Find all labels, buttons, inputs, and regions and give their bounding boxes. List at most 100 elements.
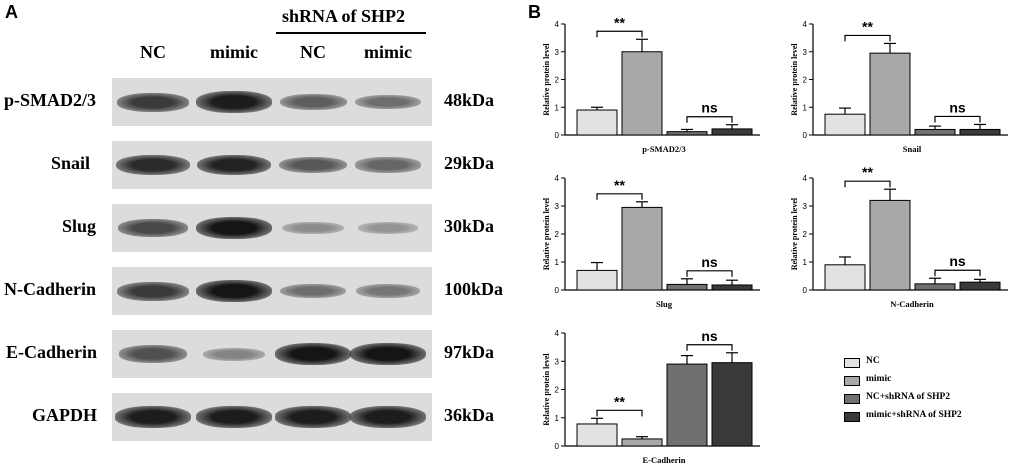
molecular-weight-label: 100kDa	[444, 279, 504, 299]
legend-item-nc-shrna: NC+shRNA of SHP2	[844, 392, 950, 404]
significance-label: **	[862, 164, 873, 180]
significance-bracket	[596, 409, 643, 417]
protein-band	[117, 92, 189, 112]
legend-label: NC	[866, 356, 880, 366]
y-tick-label: 0	[555, 442, 560, 451]
lane-label-mimic: mimic	[210, 42, 258, 62]
chart-title: E-Cadherin	[643, 455, 686, 465]
protein-label: Slug	[62, 216, 97, 236]
blot-strip	[112, 267, 432, 315]
significance-bracket	[686, 116, 733, 123]
blot-strip	[112, 78, 432, 126]
significance-label: ns	[949, 99, 966, 115]
y-tick-label: 1	[803, 258, 808, 267]
lane-label-mimic-shrna: mimic	[364, 42, 412, 62]
chart-title: Slug	[656, 299, 673, 309]
y-tick-label: 2	[803, 76, 808, 85]
blot-strip	[112, 330, 432, 378]
chart-title: N-Cadherin	[890, 299, 934, 309]
bar-mimic-shrna-of-shp2	[711, 128, 753, 136]
legend-swatch-nc-shrna	[844, 394, 860, 404]
y-tick-label: 4	[555, 20, 560, 29]
significance-bracket	[844, 180, 891, 188]
bar-mimic	[621, 51, 663, 136]
y-tick-label: 3	[803, 48, 808, 57]
protein-label: E-Cadherin	[6, 342, 98, 362]
bar-mimic	[621, 206, 663, 291]
molecular-weight-label: 30kDa	[444, 216, 495, 236]
y-tick-label: 1	[803, 103, 808, 112]
bar-mimic-shrna-of-shp2	[959, 281, 1001, 291]
bar-nc-shrna-of-shp2	[666, 283, 708, 291]
significance-label: ns	[701, 328, 718, 344]
significance-bracket	[596, 30, 643, 38]
protein-band	[196, 154, 272, 176]
significance-label: **	[614, 393, 625, 409]
legend-label: mimic+shRNA of SHP2	[866, 410, 962, 420]
shrna-group-header: shRNA of SHP2	[282, 6, 406, 26]
y-tick-label: 0	[555, 286, 560, 295]
blot-strip	[112, 204, 432, 252]
y-axis-label: Relative protein level	[542, 197, 551, 270]
protein-band	[115, 406, 191, 428]
protein-band	[196, 217, 272, 239]
y-tick-label: 2	[555, 386, 560, 395]
bar-mimic-shrna-of-shp2	[711, 362, 753, 447]
protein-band	[355, 283, 421, 299]
protein-band	[275, 406, 351, 428]
protein-band	[279, 156, 347, 174]
significance-label: ns	[701, 100, 718, 116]
protein-band	[282, 221, 344, 235]
bar-nc-shrna-of-shp2	[666, 363, 708, 447]
bar-mimic	[621, 438, 663, 447]
legend-item-nc: NC	[844, 356, 880, 368]
y-axis-label: Relative protein level	[542, 43, 551, 116]
bar-mimic	[869, 52, 911, 136]
y-tick-label: 0	[555, 131, 560, 140]
y-tick-label: 4	[555, 174, 560, 183]
significance-bracket	[686, 270, 733, 277]
y-tick-label: 1	[555, 414, 560, 423]
y-tick-label: 3	[555, 357, 560, 366]
bar-mimic-shrna-of-shp2	[711, 284, 753, 291]
y-tick-label: 2	[803, 230, 808, 239]
molecular-weight-label: 29kDa	[444, 153, 495, 173]
protein-band	[357, 222, 419, 234]
bar-nc	[824, 113, 866, 136]
bar-mimic-shrna-of-shp2	[959, 128, 1001, 136]
lane-label-nc: NC	[140, 42, 166, 62]
protein-band	[355, 94, 421, 110]
y-tick-label: 4	[803, 174, 808, 183]
y-tick-label: 3	[803, 202, 808, 211]
protein-label: p-SMAD2/3	[4, 90, 97, 110]
protein-band	[118, 345, 188, 363]
y-tick-label: 1	[555, 103, 560, 112]
panel-a-label: A	[5, 2, 18, 22]
protein-band	[196, 91, 272, 113]
significance-label: **	[614, 14, 625, 30]
significance-label: **	[862, 18, 873, 34]
panel-b-label: B	[528, 2, 541, 22]
chart-title: Snail	[903, 144, 922, 154]
bar-nc-shrna-of-shp2	[914, 283, 956, 291]
y-tick-label: 2	[555, 76, 560, 85]
protein-band	[350, 343, 426, 365]
protein-label: GAPDH	[32, 405, 97, 425]
lane-label-nc-shrna: NC	[300, 42, 326, 62]
molecular-weight-label: 48kDa	[444, 90, 495, 110]
bar-nc	[576, 269, 618, 291]
protein-band	[350, 406, 426, 428]
significance-bracket	[844, 34, 891, 42]
y-tick-label: 0	[803, 286, 808, 295]
y-axis-label: Relative protein level	[542, 353, 551, 426]
significance-label: ns	[949, 253, 966, 269]
y-tick-label: 0	[803, 131, 808, 140]
legend-swatch-mimic-shrna	[844, 412, 860, 422]
y-tick-label: 2	[555, 230, 560, 239]
shrna-group-line	[276, 32, 426, 34]
protein-band	[196, 406, 272, 428]
bar-nc	[824, 264, 866, 291]
significance-bracket	[934, 269, 981, 277]
protein-band	[116, 154, 190, 176]
